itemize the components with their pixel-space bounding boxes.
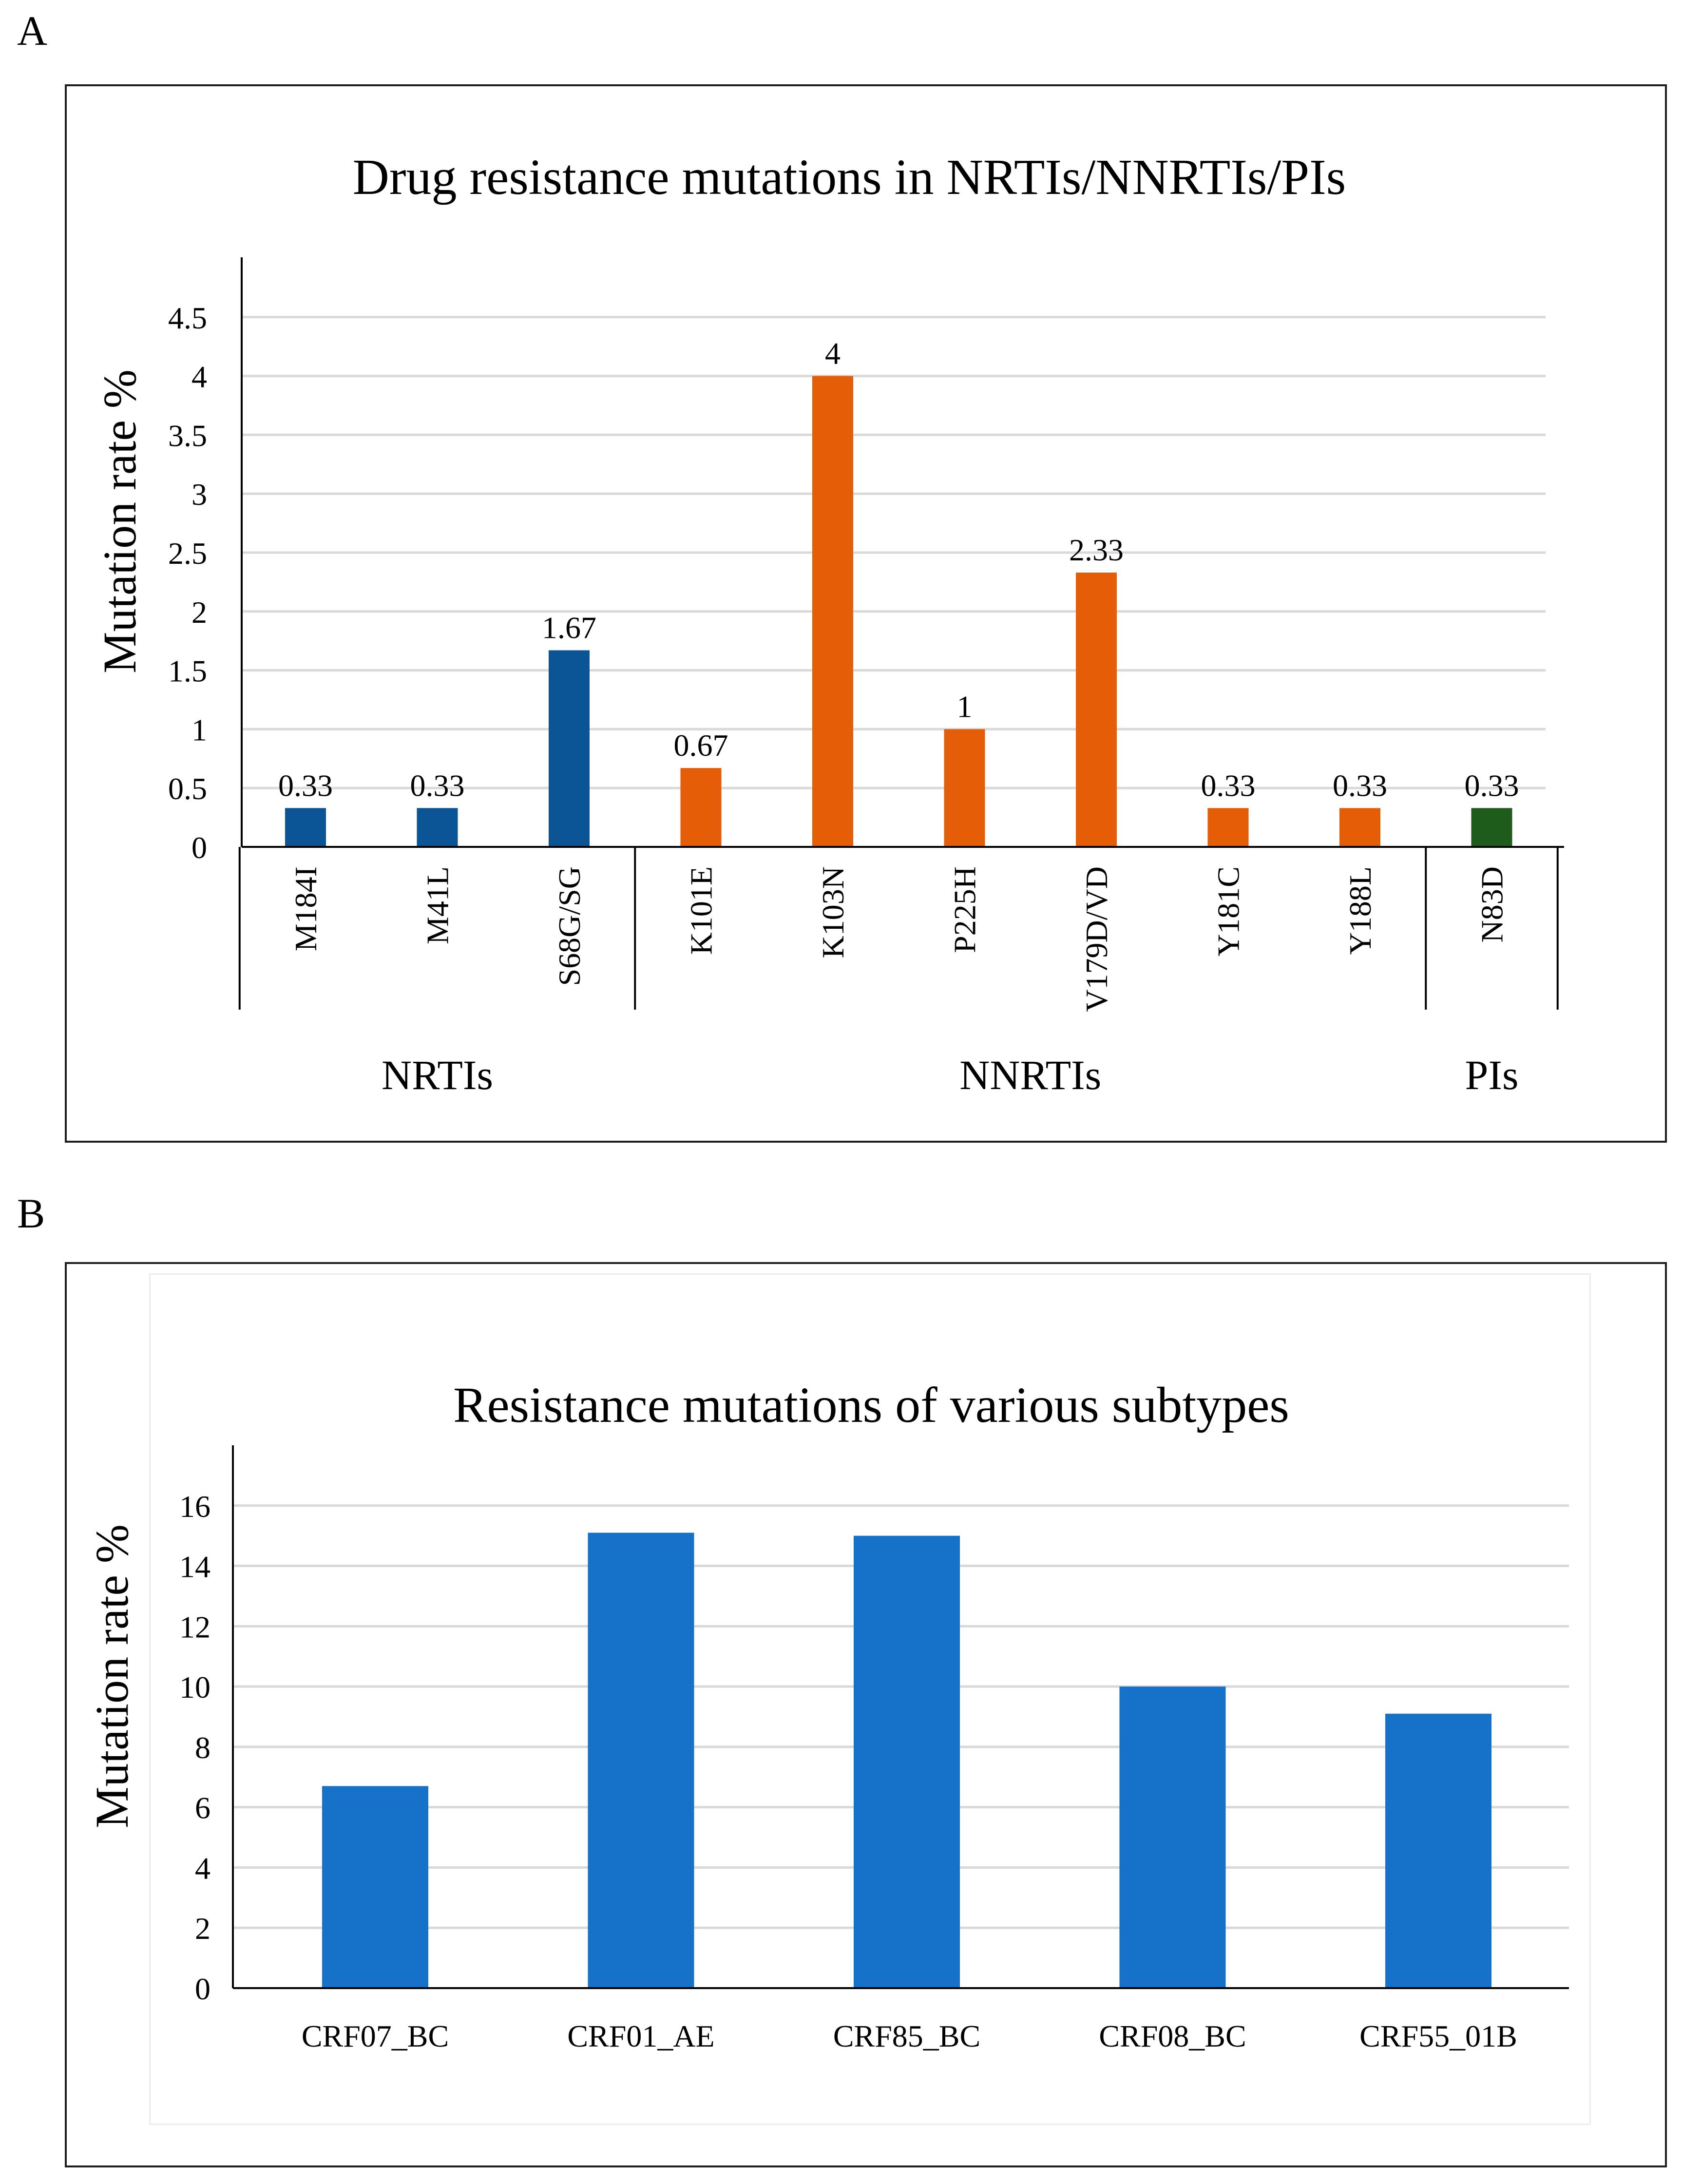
x-category-label: V179D/VD [1079,866,1114,1012]
group-label-nrti: NRTIs [382,1052,493,1098]
bar-value-label: 0.33 [278,768,333,803]
bar-crf08-bc [1119,1686,1226,1988]
bar-value-label: 1.67 [542,611,596,645]
group-label-nnrti: NNRTIs [959,1052,1101,1098]
chart-b-title: Resistance mutations of various subtypes [453,1377,1289,1433]
chart-b-ytick: 10 [179,1670,210,1705]
x-category-label: Y181C [1211,866,1246,957]
x-category-label: K101E [684,866,719,955]
chart-a-ytick: 3 [191,477,207,512]
panel-b-label: B [17,1190,45,1237]
bar-n83d [1471,808,1512,847]
chart-a-ytick: 0.5 [168,771,207,806]
bar-p225h [944,729,985,847]
panel-a-frame [65,84,1667,1143]
chart-b-ytick: 6 [195,1791,210,1825]
x-category-label: CRF08_BC [1099,2019,1246,2053]
chart-b-ytick: 0 [195,1972,210,2006]
chart-b-ytick: 12 [179,1609,210,1644]
x-category-label: CRF07_BC [302,2019,449,2053]
bar-v179d-vd [1076,573,1117,847]
chart-b-ytick: 14 [179,1550,210,1584]
chart-a-ytick: 1 [191,712,207,747]
chart-b-ytick: 16 [179,1489,210,1524]
x-category-label: K103N [816,866,850,958]
bar-s68g-sg [549,650,590,847]
x-category-label: M184I [288,866,323,951]
bar-crf01-ae [588,1533,694,1988]
x-category-label: S68G/SG [552,866,587,986]
x-category-label: CRF85_BC [833,2019,980,2053]
panel-a-label: A [17,7,48,54]
bar-value-label: 0.33 [410,768,465,803]
x-category-label: CRF01_AE [567,2019,714,2053]
bar-value-label: 4 [825,336,841,371]
bar-m184i [285,808,326,847]
chart-a-ytick: 1.5 [168,654,207,689]
chart-a-ytick: 4.5 [168,301,207,335]
x-category-label: P225H [948,866,982,953]
chart-a-ytick: 4 [191,360,207,394]
chart-b-ytick: 4 [195,1851,210,1885]
chart-b-ytick: 2 [195,1911,210,1946]
bar-value-label: 0.33 [1333,768,1387,803]
bar-y188l [1339,808,1380,847]
bar-m41l [417,808,458,847]
bar-value-label: 0.33 [1201,768,1256,803]
group-label-pi: PIs [1465,1052,1519,1098]
chart-b-ylabel: Mutation rate % [86,1524,138,1828]
bar-k101e [680,768,722,847]
bar-crf85-bc [854,1535,960,1988]
chart-a-ylabel: Mutation rate % [94,369,146,673]
chart-a-title: Drug resistance mutations in NRTIs/NNRTI… [353,149,1346,205]
bar-k103n [812,376,853,847]
x-category-label: M41L [420,866,455,944]
chart-a-ytick: 0 [191,830,207,865]
chart-a-ytick: 3.5 [168,418,207,453]
x-category-label: N83D [1475,866,1510,942]
bar-y181c [1207,808,1249,847]
bar-value-label: 0.33 [1465,768,1519,803]
bar-crf07-bc [322,1786,428,1988]
chart-a-ytick: 2 [191,595,207,630]
bar-value-label: 1 [957,689,973,724]
bar-crf55-01b [1385,1713,1491,1988]
bar-value-label: 0.67 [674,728,728,763]
bar-value-label: 2.33 [1069,533,1124,567]
chart-b-ytick: 8 [195,1730,210,1765]
chart-a-ytick: 2.5 [168,536,207,571]
x-category-label: Y188L [1343,866,1377,955]
x-category-label: CRF55_01B [1359,2019,1517,2053]
